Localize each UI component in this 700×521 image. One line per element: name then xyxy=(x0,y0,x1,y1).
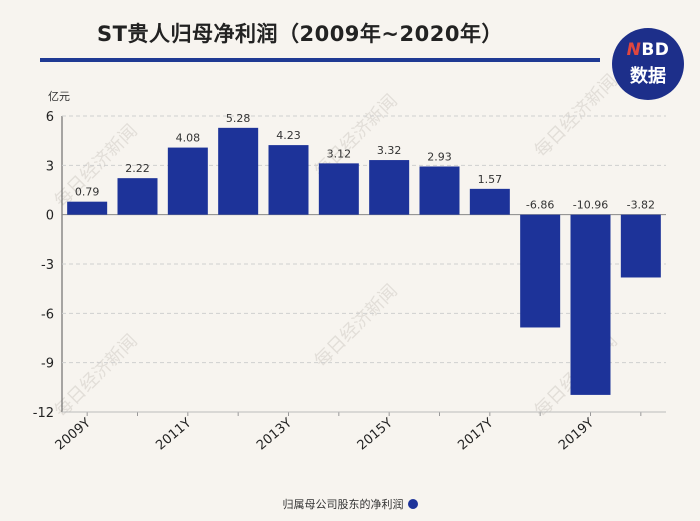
x-tick-label: 2017Y xyxy=(455,416,496,454)
legend-label: 归属母公司股东的净利润 xyxy=(282,498,404,511)
bar xyxy=(469,188,510,215)
bar xyxy=(268,145,309,215)
data-label: -6.86 xyxy=(526,199,554,212)
x-tick-label: 2015Y xyxy=(355,416,396,454)
x-tick-label: 2019Y xyxy=(556,416,597,454)
y-tick-label: -12 xyxy=(33,406,54,421)
y-tick-label: 3 xyxy=(46,159,54,174)
bar xyxy=(167,147,208,215)
y-tick-label: 0 xyxy=(46,209,54,224)
title-underline xyxy=(40,58,600,62)
data-label: 4.08 xyxy=(176,132,201,145)
watermark-text: 每日经济新闻 xyxy=(51,331,142,422)
x-tick-label: 2009Y xyxy=(53,416,94,454)
bar xyxy=(117,178,158,215)
data-label: 5.28 xyxy=(226,112,251,125)
data-label: 3.12 xyxy=(327,147,352,160)
data-label: 1.57 xyxy=(478,173,503,186)
chart-title: ST贵人归母净利润（2009年~2020年） xyxy=(97,22,503,46)
y-tick-label: 6 xyxy=(46,110,54,125)
watermark-text: 每日经济新闻 xyxy=(311,281,402,372)
data-label: 2.22 xyxy=(125,162,150,175)
bar xyxy=(318,163,359,215)
y-axis-unit-label: 亿元 xyxy=(48,90,70,103)
x-tick-label: 2013Y xyxy=(254,416,295,454)
x-tick-label: 2011Y xyxy=(153,416,194,454)
bar xyxy=(520,214,561,328)
bar xyxy=(67,201,108,215)
data-label: 3.32 xyxy=(377,144,402,157)
legend: 归属母公司股东的净利润 xyxy=(0,496,700,512)
y-tick-label: -3 xyxy=(41,258,54,273)
bar xyxy=(218,127,259,215)
bar xyxy=(419,166,460,215)
data-label: -3.82 xyxy=(627,199,655,212)
data-label: -10.96 xyxy=(573,199,608,212)
nbd-logo: NBD 数据 xyxy=(612,28,684,100)
bar xyxy=(369,160,410,215)
bar xyxy=(570,214,611,395)
data-label: 0.79 xyxy=(75,186,100,199)
data-label: 2.93 xyxy=(427,150,452,163)
legend-marker xyxy=(407,499,418,509)
data-label: 4.23 xyxy=(276,129,301,142)
y-tick-label: -9 xyxy=(41,357,54,372)
bar xyxy=(620,214,661,278)
y-tick-label: -6 xyxy=(41,307,54,322)
